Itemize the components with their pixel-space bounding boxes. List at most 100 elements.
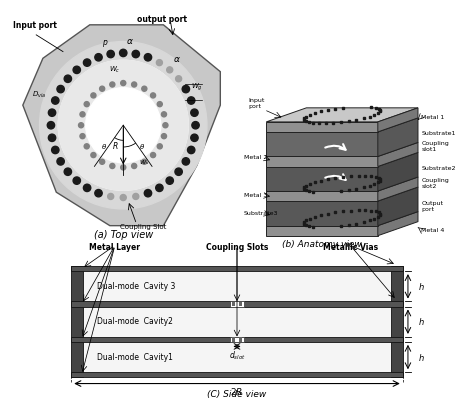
Circle shape [58,60,188,190]
Bar [232,302,236,306]
Text: Substrate1: Substrate1 [421,130,456,136]
Circle shape [157,144,162,149]
Text: Metal Layer: Metal Layer [90,243,140,252]
Polygon shape [266,156,378,166]
Bar [71,266,403,377]
Circle shape [121,80,126,86]
Circle shape [47,122,55,129]
Bar [230,337,244,342]
Polygon shape [378,187,418,226]
Polygon shape [266,122,378,132]
Circle shape [188,97,195,104]
Bar [230,301,244,307]
Text: $2R$: $2R$ [230,385,244,397]
Text: $\alpha$: $\alpha$ [173,55,181,64]
Circle shape [144,189,152,197]
Circle shape [52,97,59,104]
Circle shape [166,177,173,184]
Text: R: R [113,142,118,151]
Circle shape [156,184,163,191]
Text: Coupling
slot1: Coupling slot1 [421,141,449,152]
Text: Input port: Input port [13,21,57,30]
Text: Metal 1: Metal 1 [421,115,445,120]
Polygon shape [378,108,418,132]
Circle shape [48,109,56,116]
Text: Input
port: Input port [248,98,265,109]
Circle shape [79,123,83,128]
Circle shape [64,168,72,175]
Bar [232,337,236,342]
Polygon shape [378,212,418,236]
Polygon shape [266,177,418,191]
Circle shape [132,50,139,58]
Polygon shape [378,177,418,201]
Circle shape [132,164,137,168]
Circle shape [133,194,139,200]
Circle shape [191,134,198,141]
Circle shape [84,144,89,149]
Circle shape [57,158,64,165]
Polygon shape [378,143,418,166]
Text: Substrate2: Substrate2 [421,166,456,171]
Circle shape [119,49,127,57]
Bar [71,266,403,271]
Bar [83,307,391,337]
Circle shape [182,158,190,165]
Text: Dual-mode  Cavity 3: Dual-mode Cavity 3 [97,282,175,291]
Bar [391,266,403,377]
Circle shape [110,164,115,168]
Text: $\alpha$: $\alpha$ [126,37,134,46]
Circle shape [100,86,105,91]
Circle shape [192,122,199,129]
Polygon shape [378,118,418,156]
Text: Coupling Slot: Coupling Slot [120,224,166,230]
Text: $W_g$: $W_g$ [191,81,203,93]
Circle shape [142,159,147,164]
Text: Dual-mode  Cavity2: Dual-mode Cavity2 [97,317,173,326]
Circle shape [58,60,188,190]
Text: output port: output port [137,15,187,24]
Circle shape [175,76,182,82]
Circle shape [52,146,59,154]
Circle shape [80,134,85,139]
Circle shape [142,86,147,91]
Polygon shape [266,166,378,191]
Polygon shape [266,152,418,166]
Polygon shape [266,212,418,226]
Circle shape [83,184,91,191]
Circle shape [151,153,155,158]
Circle shape [151,93,155,98]
Circle shape [95,54,102,61]
Text: Substrate3: Substrate3 [244,211,278,216]
Circle shape [100,159,105,164]
Bar [71,301,403,307]
Bar [71,372,403,377]
Circle shape [120,195,126,200]
Circle shape [182,85,190,93]
Text: $h$: $h$ [418,281,424,292]
Text: Metal 4: Metal 4 [421,227,445,233]
Polygon shape [266,118,418,132]
Text: (C) Side view: (C) Side view [208,390,266,399]
Polygon shape [266,201,378,226]
Circle shape [132,82,137,87]
Bar [238,337,242,342]
Circle shape [39,42,207,209]
Polygon shape [378,152,418,191]
Circle shape [157,102,162,107]
Circle shape [167,67,173,73]
Circle shape [86,88,161,163]
Circle shape [73,177,81,184]
Circle shape [163,123,168,128]
Circle shape [144,54,152,61]
Text: $d_{slot}$: $d_{slot}$ [228,349,246,362]
Circle shape [84,102,89,107]
Circle shape [95,189,102,197]
Circle shape [156,60,163,65]
Text: Output
port: Output port [421,201,443,212]
Text: Coupling
slot2: Coupling slot2 [421,178,449,189]
Polygon shape [266,132,378,156]
Circle shape [91,153,96,158]
Polygon shape [266,108,418,122]
Text: Metal 3: Metal 3 [244,193,267,198]
